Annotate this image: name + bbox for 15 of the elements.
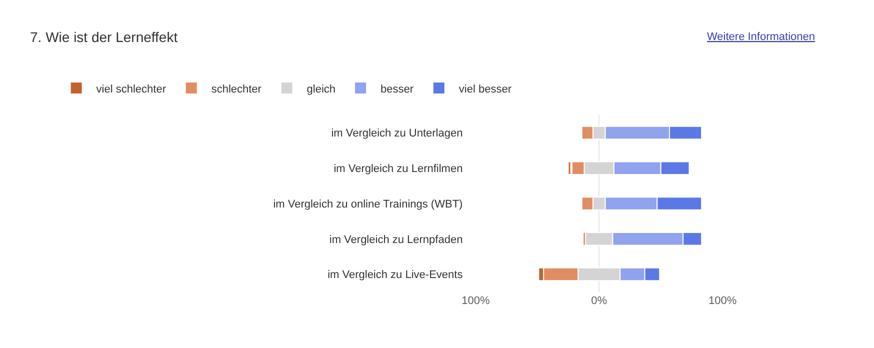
- y-tick-label: im Vergleich zu Live-Events: [328, 269, 464, 282]
- x-tick-label: 100%: [462, 295, 490, 307]
- legend-label: viel schlechter: [96, 83, 166, 96]
- legend-label: besser: [380, 83, 414, 96]
- text: Weitere Informationen: [707, 31, 816, 43]
- y-tick-label: im Vergleich zu online Trainings (WBT): [273, 198, 463, 210]
- text: 7. Wie ist der Lerneffekt: [30, 28, 178, 45]
- y-tick-label: im Vergleich zu Unterlagen: [331, 128, 463, 140]
- legend-label: viel besser: [458, 83, 512, 96]
- y-tick-label: im Vergleich zu Lernpfaden: [329, 234, 463, 246]
- legend-label: gleich: [306, 83, 336, 96]
- legend-label: schlechter: [211, 83, 262, 96]
- x-tick-label: 0%: [591, 295, 608, 307]
- y-tick-label: im Vergleich zu Lernfilmen: [334, 162, 463, 175]
- x-tick-label: 100%: [708, 295, 737, 307]
